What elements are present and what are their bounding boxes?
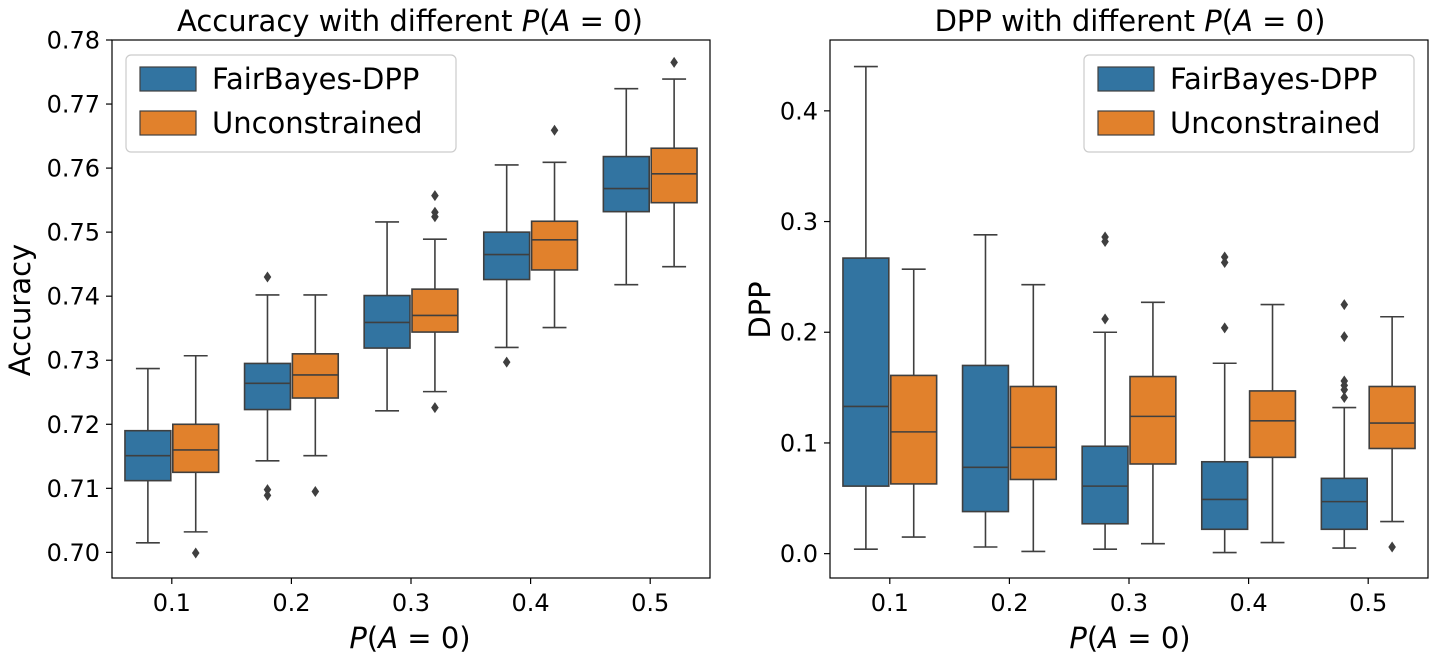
outlier-point bbox=[1101, 313, 1109, 325]
box-unconstrained-0.4 bbox=[530, 220, 579, 271]
outlier-point bbox=[550, 124, 559, 136]
outlier-point bbox=[1340, 384, 1349, 396]
x-tick-label: 0.2 bbox=[272, 589, 310, 617]
box-unconstrained-0.2 bbox=[291, 353, 340, 399]
x-tick-label: 0.1 bbox=[153, 589, 191, 617]
y-tick-label: 0.73 bbox=[47, 347, 100, 375]
legend-label: Unconstrained bbox=[1170, 106, 1381, 140]
outlier-point bbox=[1340, 331, 1349, 343]
box-fairbayes-0.3 bbox=[1081, 445, 1129, 525]
box-fairbayes-0.4 bbox=[482, 231, 531, 281]
box-fairbayes-0.2 bbox=[243, 362, 292, 411]
outlier-point bbox=[431, 211, 439, 223]
x-tick-label: 0.3 bbox=[1110, 589, 1148, 617]
dpp-chart: DPP with different P(A = 0) 0.0 0.1 0.2 0.3… bbox=[743, 4, 1429, 655]
box-fairbayes-0.4 bbox=[1200, 460, 1249, 531]
x-tick-label: 0.5 bbox=[1349, 589, 1387, 617]
x-axis-label: P(A = 0) bbox=[1069, 621, 1190, 655]
box-unconstrained-0.4 bbox=[1248, 390, 1297, 459]
outlier-point bbox=[1220, 251, 1229, 263]
legend-swatch bbox=[139, 66, 197, 92]
y-tick-label: 0.0 bbox=[780, 540, 818, 568]
x-tick-label: 0.1 bbox=[871, 589, 909, 617]
y-tick-label: 0.4 bbox=[780, 97, 818, 125]
x-tick-label: 0.5 bbox=[631, 589, 669, 617]
outlier-point bbox=[1340, 299, 1349, 311]
legend-swatch bbox=[1097, 66, 1155, 92]
y-axis-label: Accuracy bbox=[3, 244, 37, 376]
y-tick-label: 0.1 bbox=[780, 429, 818, 457]
y-tick-label: 0.74 bbox=[47, 283, 100, 311]
y-tick-label: 0.3 bbox=[780, 208, 818, 236]
legend: FairBayes-DPP Unconstrained bbox=[125, 54, 457, 153]
x-tick-label: 0.3 bbox=[392, 589, 430, 617]
box-fairbayes-0.2 bbox=[961, 364, 1010, 513]
legend-frame bbox=[1083, 54, 1415, 153]
outlier-point bbox=[1220, 322, 1229, 334]
x-tick-label: 0.2 bbox=[990, 589, 1028, 617]
y-tick-label: 0.70 bbox=[47, 539, 100, 567]
legend-label: Unconstrained bbox=[212, 106, 423, 140]
outlier-point bbox=[191, 547, 200, 559]
box-unconstrained-0.1 bbox=[172, 423, 220, 474]
legend-label: FairBayes-DPP bbox=[1170, 62, 1377, 96]
outlier-point bbox=[1388, 541, 1396, 553]
box-fairbayes-0.5 bbox=[602, 155, 650, 213]
outlier-point bbox=[1220, 257, 1229, 269]
y-tick-label: 0.75 bbox=[47, 219, 100, 247]
outlier-point bbox=[670, 56, 678, 68]
outlier-point bbox=[263, 271, 272, 283]
box-unconstrained-0.5 bbox=[650, 147, 698, 204]
box-fairbayes-0.5 bbox=[1320, 477, 1368, 531]
legend-label: FairBayes-DPP bbox=[212, 62, 419, 96]
legend-swatch bbox=[139, 110, 197, 136]
box-unconstrained-0.3 bbox=[411, 288, 459, 333]
y-tick-label: 0.76 bbox=[47, 155, 100, 183]
outlier-point bbox=[502, 356, 511, 368]
y-axis-label: DPP bbox=[743, 281, 777, 338]
y-tick-label: 0.2 bbox=[780, 319, 818, 347]
y-tick-label: 0.77 bbox=[47, 91, 100, 119]
outlier-point bbox=[263, 489, 272, 501]
box-unconstrained-0.2 bbox=[1009, 385, 1058, 481]
legend-swatch bbox=[1097, 110, 1155, 136]
x-tick-label: 0.4 bbox=[1230, 589, 1268, 617]
legend: FairBayes-DPP Unconstrained bbox=[1083, 54, 1415, 153]
outlier-point bbox=[263, 484, 272, 496]
outlier-point bbox=[311, 486, 320, 498]
outlier-point bbox=[431, 190, 439, 202]
chart-title: DPP with different P(A = 0) bbox=[935, 4, 1326, 38]
outlier-point bbox=[1340, 392, 1349, 404]
box-unconstrained-0.1 bbox=[889, 374, 938, 485]
legend-frame bbox=[125, 54, 457, 153]
y-tick-label: 0.72 bbox=[47, 411, 100, 439]
outlier-point bbox=[431, 402, 439, 414]
chart-title: Accuracy with different P(A = 0) bbox=[177, 4, 643, 38]
box-unconstrained-0.5 bbox=[1368, 385, 1416, 450]
y-tick-label: 0.71 bbox=[47, 475, 100, 503]
x-axis-label: P(A = 0) bbox=[349, 621, 470, 655]
accuracy-chart: Accuracy with different P(A = 0) 0.70 0.7… bbox=[3, 4, 711, 655]
box-unconstrained-0.3 bbox=[1129, 375, 1177, 465]
x-tick-label: 0.4 bbox=[512, 589, 550, 617]
box-fairbayes-0.1 bbox=[842, 257, 890, 487]
y-tick-label: 0.78 bbox=[47, 27, 100, 55]
outlier-point bbox=[1101, 235, 1109, 247]
